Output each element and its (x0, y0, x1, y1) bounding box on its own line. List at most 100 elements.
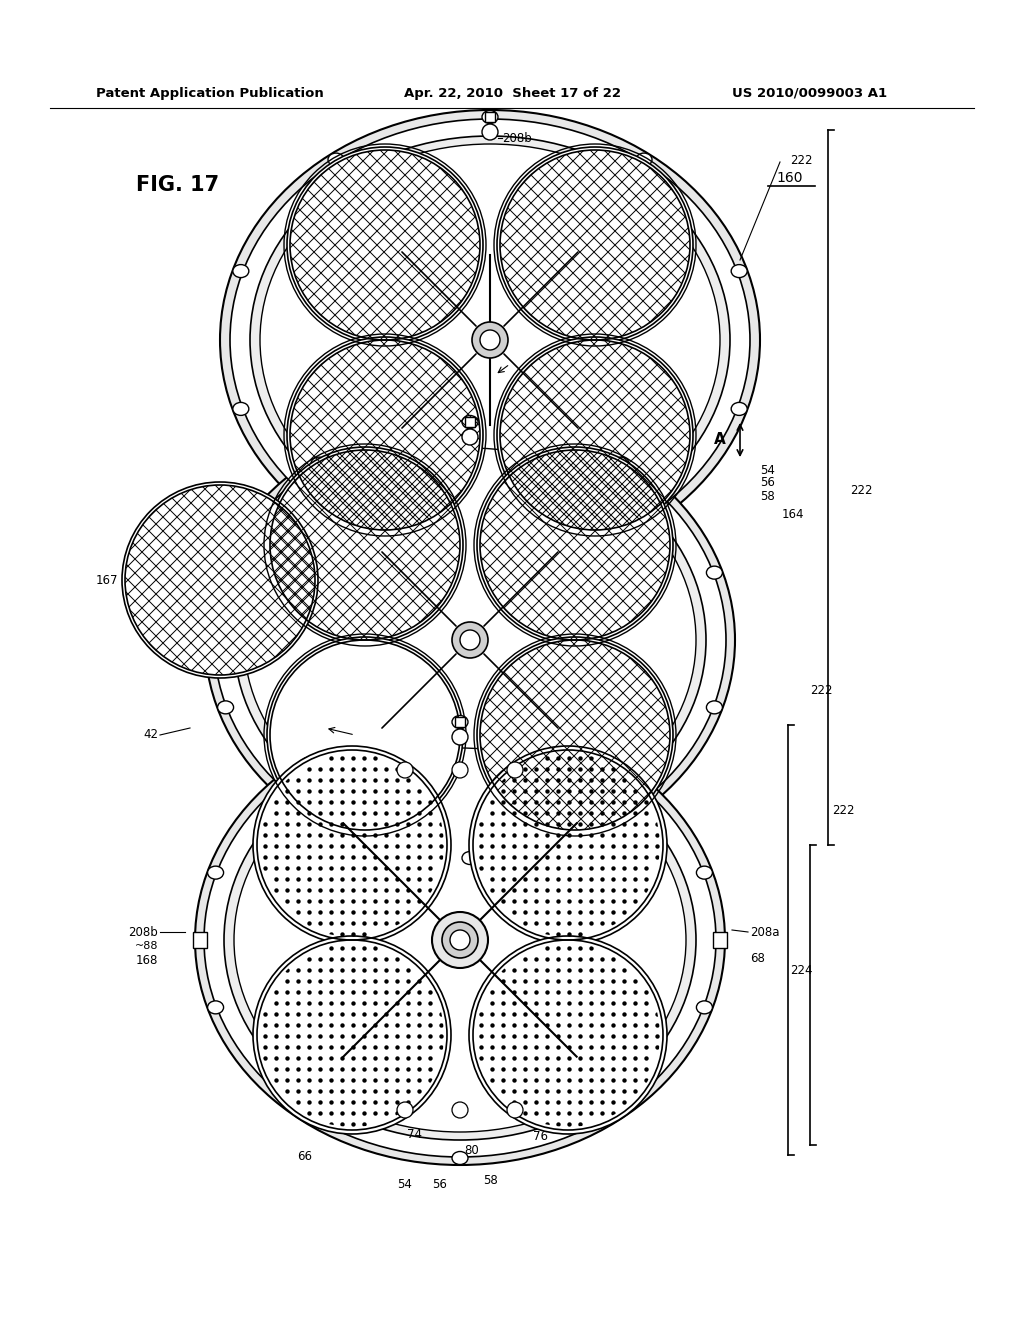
Ellipse shape (452, 1151, 468, 1164)
Circle shape (546, 845, 550, 849)
Circle shape (535, 789, 539, 793)
Circle shape (600, 979, 605, 983)
Text: ~88: ~88 (367, 414, 390, 425)
Circle shape (318, 969, 323, 973)
Circle shape (274, 1056, 279, 1061)
Circle shape (490, 990, 495, 995)
Circle shape (340, 957, 345, 962)
Circle shape (611, 1078, 615, 1082)
Ellipse shape (224, 741, 696, 1140)
Circle shape (384, 855, 389, 859)
Circle shape (374, 878, 378, 882)
Circle shape (362, 1002, 367, 1006)
Circle shape (418, 845, 422, 849)
Bar (455, 717, 465, 727)
Circle shape (600, 888, 605, 892)
Circle shape (611, 1002, 615, 1006)
Circle shape (556, 878, 561, 882)
Circle shape (589, 979, 594, 983)
Circle shape (428, 1023, 433, 1028)
Circle shape (490, 1056, 495, 1061)
Circle shape (490, 1078, 495, 1082)
Circle shape (362, 1122, 367, 1127)
Circle shape (644, 888, 648, 892)
Circle shape (307, 1089, 311, 1094)
Circle shape (330, 1035, 334, 1039)
Circle shape (395, 1012, 399, 1016)
Circle shape (384, 1035, 389, 1039)
Circle shape (567, 899, 571, 904)
Circle shape (546, 767, 550, 772)
Circle shape (567, 969, 571, 973)
Circle shape (535, 1035, 539, 1039)
Circle shape (556, 767, 561, 772)
Circle shape (567, 921, 571, 925)
Circle shape (611, 779, 615, 783)
Circle shape (611, 1045, 615, 1049)
Circle shape (502, 969, 506, 973)
Circle shape (330, 822, 334, 826)
Circle shape (589, 789, 594, 793)
Circle shape (512, 1089, 517, 1094)
Circle shape (330, 1045, 334, 1049)
Circle shape (340, 1111, 345, 1115)
Circle shape (546, 833, 550, 838)
Circle shape (418, 1035, 422, 1039)
Circle shape (374, 1012, 378, 1016)
Circle shape (362, 767, 367, 772)
Ellipse shape (462, 416, 478, 429)
Circle shape (267, 447, 463, 643)
Circle shape (546, 921, 550, 925)
Circle shape (579, 911, 583, 915)
Circle shape (523, 779, 527, 783)
Text: 222: 222 (790, 153, 812, 166)
Circle shape (502, 1035, 506, 1039)
Circle shape (428, 1068, 433, 1072)
Circle shape (428, 833, 433, 838)
Circle shape (330, 812, 334, 816)
Circle shape (523, 921, 527, 925)
Circle shape (318, 833, 323, 838)
Circle shape (395, 789, 399, 793)
Circle shape (351, 957, 355, 962)
Circle shape (330, 1078, 334, 1082)
Circle shape (633, 1056, 638, 1061)
Circle shape (330, 1089, 334, 1094)
Circle shape (655, 833, 659, 838)
Circle shape (286, 789, 290, 793)
Circle shape (567, 1023, 571, 1028)
Circle shape (502, 822, 506, 826)
Circle shape (623, 979, 627, 983)
Circle shape (502, 1078, 506, 1082)
Circle shape (330, 1056, 334, 1061)
Circle shape (623, 1023, 627, 1028)
Circle shape (318, 1002, 323, 1006)
Circle shape (395, 1002, 399, 1006)
Circle shape (556, 1101, 561, 1105)
Text: 22: 22 (170, 539, 185, 552)
Circle shape (318, 1111, 323, 1115)
Circle shape (407, 1089, 411, 1094)
Circle shape (428, 1012, 433, 1016)
Circle shape (374, 946, 378, 950)
Circle shape (523, 855, 527, 859)
Circle shape (579, 899, 583, 904)
Circle shape (418, 1068, 422, 1072)
Circle shape (644, 1023, 648, 1028)
Circle shape (418, 866, 422, 871)
Circle shape (633, 878, 638, 882)
Circle shape (286, 866, 290, 871)
Text: 38: 38 (485, 615, 500, 628)
Circle shape (384, 800, 389, 805)
Circle shape (318, 1089, 323, 1094)
Circle shape (351, 911, 355, 915)
Circle shape (490, 855, 495, 859)
Circle shape (633, 833, 638, 838)
Circle shape (307, 779, 311, 783)
Circle shape (286, 1002, 290, 1006)
Circle shape (362, 911, 367, 915)
Circle shape (579, 789, 583, 793)
Circle shape (418, 1056, 422, 1061)
Circle shape (490, 878, 495, 882)
Circle shape (362, 833, 367, 838)
